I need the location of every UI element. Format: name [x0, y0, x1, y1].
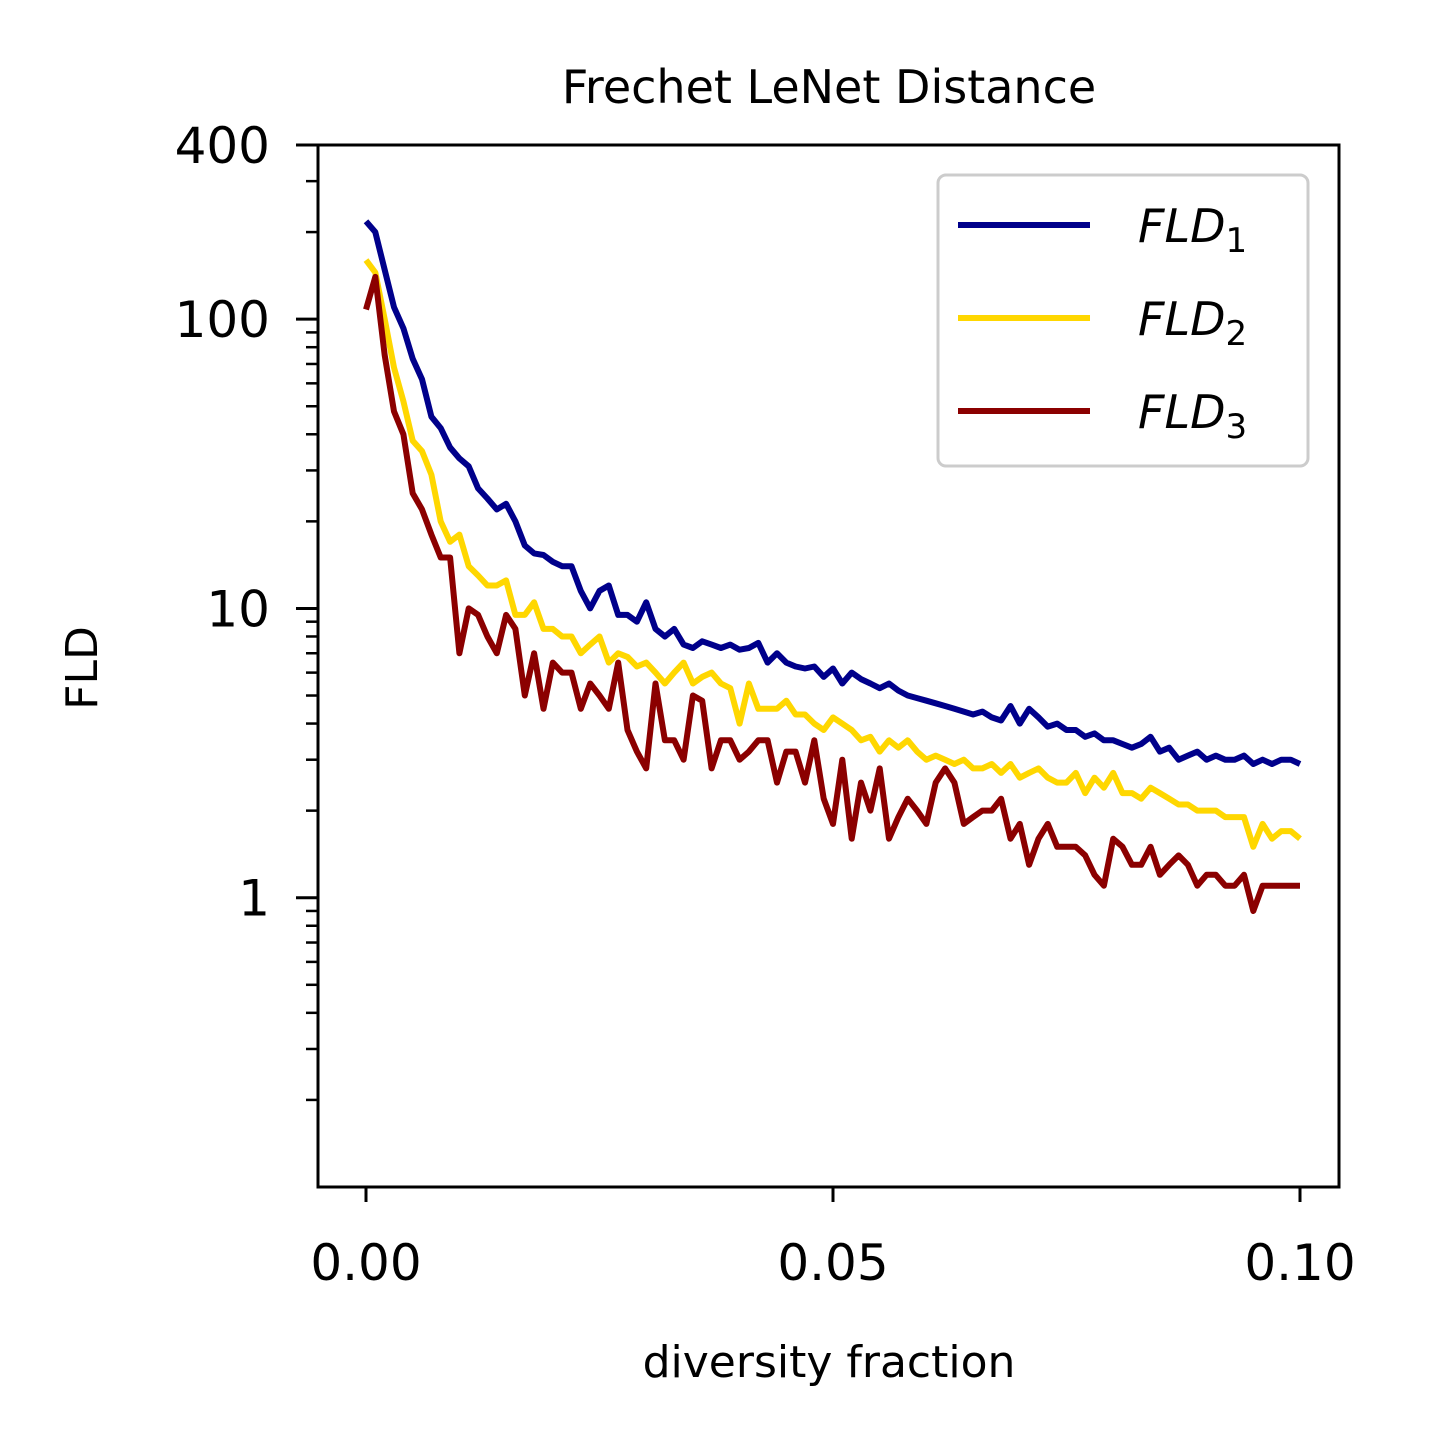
series-layer: [363, 219, 1302, 914]
y-tick-label: 100: [175, 291, 270, 349]
plot-frame: [316, 143, 1341, 1189]
chart-title: Frechet LeNet Distance: [562, 60, 1096, 114]
series-line-1: [363, 219, 1302, 767]
x-axis: 0.00 0.05 0.10: [310, 1187, 1356, 1292]
y-tick-label: 10: [206, 580, 270, 638]
y-axis: 1 10 100 400: [175, 117, 318, 1102]
legend-box: [936, 173, 1310, 468]
x-tick-label: 0.10: [1244, 1234, 1355, 1292]
x-axis-label: diversity fraction: [643, 1337, 1016, 1388]
x-tick-label: 0.05: [777, 1234, 888, 1292]
y-tick-label: 1: [238, 870, 270, 928]
y-tick-label: 400: [175, 117, 270, 175]
y-axis-label: FLD: [57, 626, 108, 710]
series-line-2: [363, 258, 1302, 850]
series-line-3: [363, 273, 1300, 914]
x-tick-label: 0.00: [310, 1234, 421, 1292]
